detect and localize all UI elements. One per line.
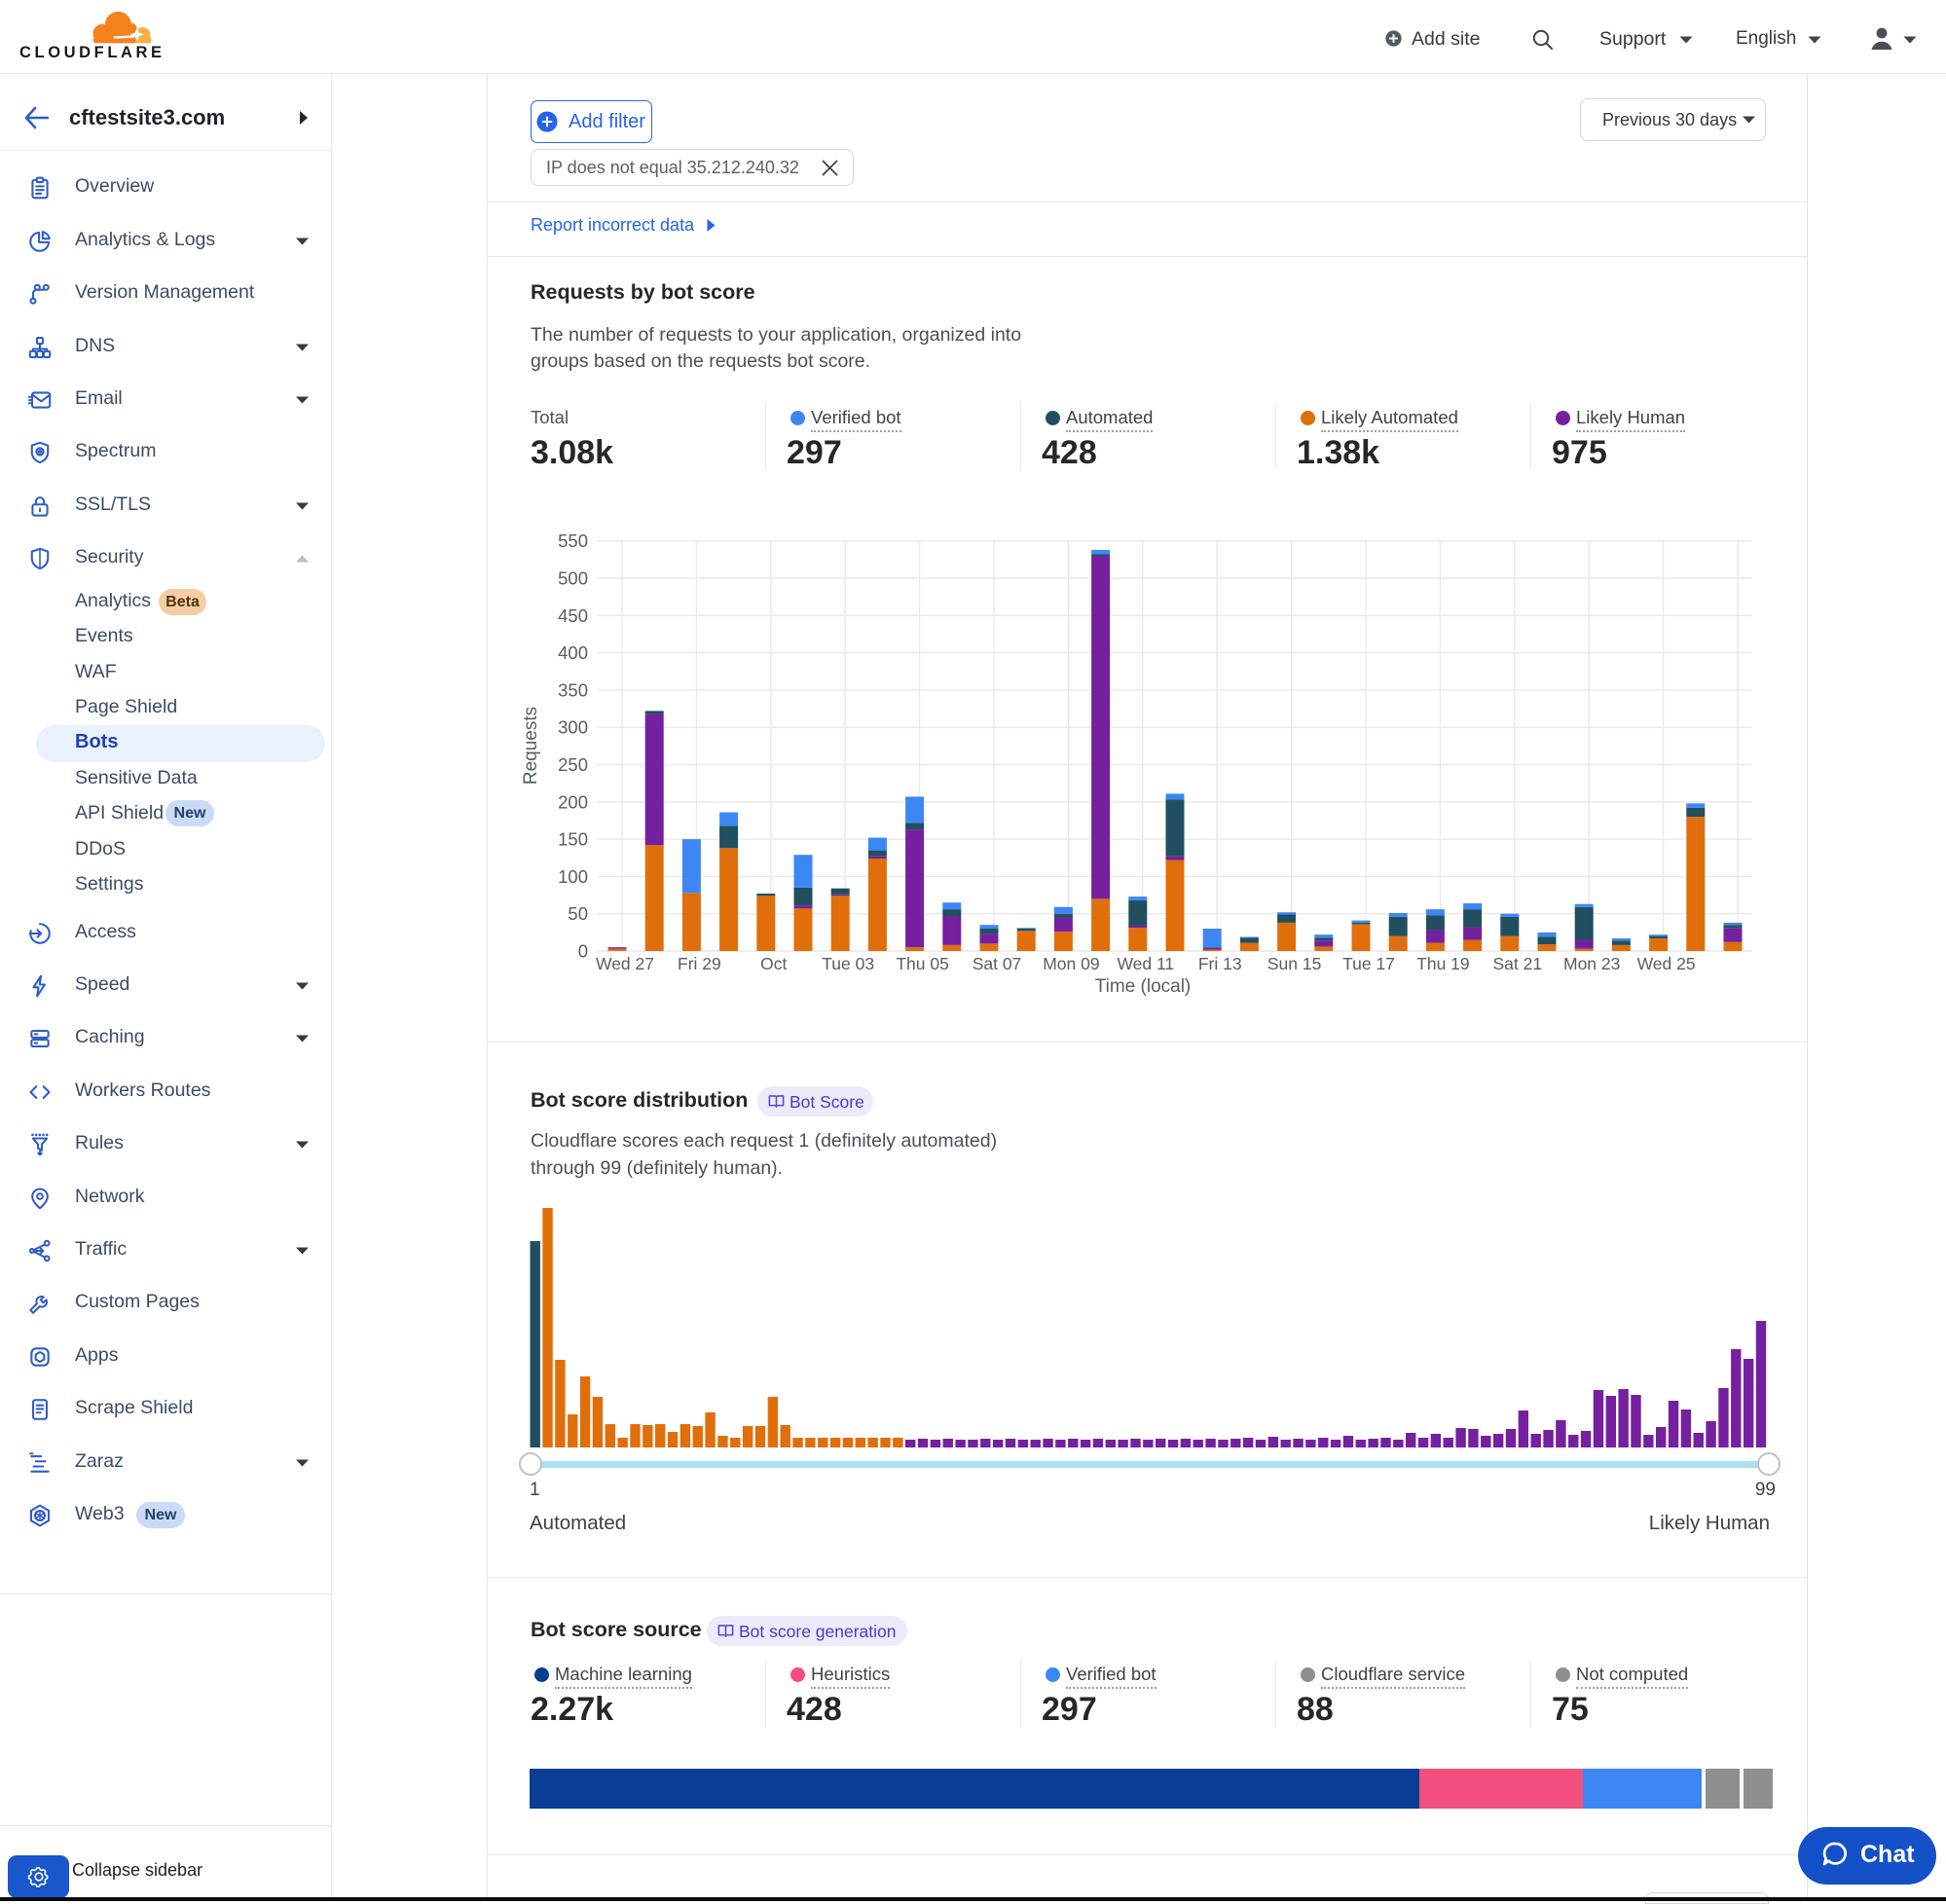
svg-text:200: 200 — [558, 791, 588, 812]
svg-text:Likely Human: Likely Human — [1649, 1512, 1770, 1534]
svg-text:500: 500 — [558, 568, 588, 589]
svg-text:50: 50 — [568, 903, 588, 924]
svg-text:Tue 17: Tue 17 — [1342, 954, 1395, 973]
svg-text:250: 250 — [558, 754, 588, 775]
svg-text:Sun 15: Sun 15 — [1267, 954, 1321, 973]
svg-text:Thu 19: Thu 19 — [1416, 954, 1469, 973]
svg-text:Wed 27: Wed 27 — [596, 954, 654, 973]
svg-text:Sat 21: Sat 21 — [1492, 954, 1542, 973]
svg-text:Mon 23: Mon 23 — [1563, 954, 1620, 973]
svg-text:Sat 07: Sat 07 — [973, 954, 1022, 973]
svg-text:Wed 11: Wed 11 — [1117, 954, 1174, 973]
svg-text:450: 450 — [558, 605, 588, 626]
svg-text:100: 100 — [558, 866, 588, 887]
svg-text:150: 150 — [558, 829, 588, 850]
svg-text:Tue 03: Tue 03 — [822, 954, 874, 973]
svg-text:Mon 09: Mon 09 — [1043, 954, 1099, 973]
svg-text:350: 350 — [558, 679, 588, 700]
svg-text:Automated: Automated — [530, 1512, 626, 1534]
svg-text:300: 300 — [558, 717, 588, 738]
svg-text:Fri 13: Fri 13 — [1198, 954, 1242, 973]
svg-text:0: 0 — [578, 941, 588, 962]
svg-text:Time (local): Time (local) — [1095, 976, 1192, 997]
svg-text:Thu 05: Thu 05 — [896, 954, 948, 973]
svg-text:550: 550 — [558, 531, 588, 551]
svg-text:99: 99 — [1755, 1480, 1776, 1500]
svg-text:Oct: Oct — [760, 954, 787, 973]
svg-text:Wed 25: Wed 25 — [1637, 954, 1696, 973]
svg-text:Fri 29: Fri 29 — [678, 954, 721, 973]
svg-text:400: 400 — [558, 642, 588, 663]
svg-text:1: 1 — [530, 1480, 540, 1500]
svg-text:Requests: Requests — [521, 707, 541, 785]
